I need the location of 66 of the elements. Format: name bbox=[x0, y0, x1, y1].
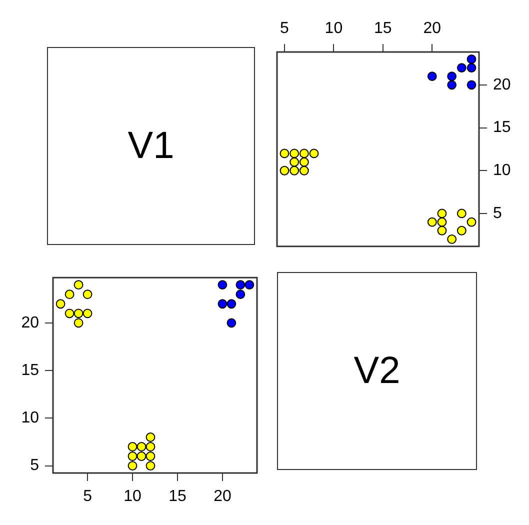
point bbox=[280, 166, 290, 176]
x-tick-label: 10 bbox=[124, 488, 142, 506]
point bbox=[290, 148, 300, 158]
point bbox=[299, 148, 309, 158]
point bbox=[218, 299, 228, 309]
point bbox=[466, 54, 476, 64]
point bbox=[226, 299, 236, 309]
point bbox=[447, 234, 457, 244]
x-tick-label: 20 bbox=[423, 20, 442, 37]
y-tick-label: 15 bbox=[493, 119, 511, 136]
point bbox=[128, 461, 138, 470]
point bbox=[64, 308, 74, 318]
x-tick-label: 20 bbox=[214, 488, 232, 506]
point bbox=[136, 452, 146, 461]
point bbox=[466, 80, 476, 90]
point bbox=[437, 217, 447, 227]
point bbox=[437, 208, 447, 218]
point bbox=[290, 157, 300, 167]
point bbox=[466, 217, 476, 227]
point bbox=[146, 461, 156, 470]
point bbox=[456, 208, 466, 218]
point bbox=[74, 308, 84, 318]
point bbox=[82, 290, 92, 300]
x-tick-label: 15 bbox=[374, 20, 392, 37]
point bbox=[456, 226, 466, 236]
point bbox=[236, 280, 246, 290]
text: V2 bbox=[354, 350, 400, 392]
point bbox=[427, 217, 437, 227]
point bbox=[56, 299, 66, 309]
point bbox=[64, 290, 74, 300]
y-tick-label: 10 bbox=[21, 410, 40, 427]
point bbox=[218, 280, 228, 290]
y-tick-label: 10 bbox=[493, 162, 511, 180]
point bbox=[299, 166, 309, 176]
point bbox=[427, 72, 437, 82]
point bbox=[466, 63, 476, 72]
point bbox=[136, 442, 146, 452]
x-tick-label: 5 bbox=[280, 20, 290, 37]
point bbox=[128, 442, 138, 452]
point bbox=[437, 226, 447, 236]
point bbox=[236, 290, 246, 300]
point bbox=[456, 63, 466, 72]
y-tick-label: 20 bbox=[21, 314, 40, 332]
text: V1 bbox=[128, 124, 174, 168]
point bbox=[280, 148, 290, 158]
point bbox=[74, 318, 84, 328]
point bbox=[128, 452, 138, 461]
x-tick-label: 15 bbox=[168, 488, 186, 506]
y-tick-label: 15 bbox=[21, 362, 40, 379]
point bbox=[447, 80, 457, 90]
point bbox=[146, 442, 156, 452]
point bbox=[290, 166, 300, 176]
y-tick-label: 5 bbox=[493, 204, 502, 222]
point bbox=[299, 157, 309, 167]
y-tick-label: 5 bbox=[30, 457, 40, 474]
point bbox=[447, 72, 457, 82]
point bbox=[244, 280, 254, 290]
x-tick-label: 5 bbox=[83, 488, 92, 506]
point bbox=[146, 452, 156, 461]
point bbox=[82, 308, 92, 318]
y-tick-label: 20 bbox=[493, 76, 511, 94]
x-tick-label: 10 bbox=[324, 20, 343, 37]
point bbox=[226, 318, 236, 328]
point bbox=[74, 280, 84, 290]
point bbox=[146, 432, 156, 442]
point bbox=[309, 148, 319, 158]
